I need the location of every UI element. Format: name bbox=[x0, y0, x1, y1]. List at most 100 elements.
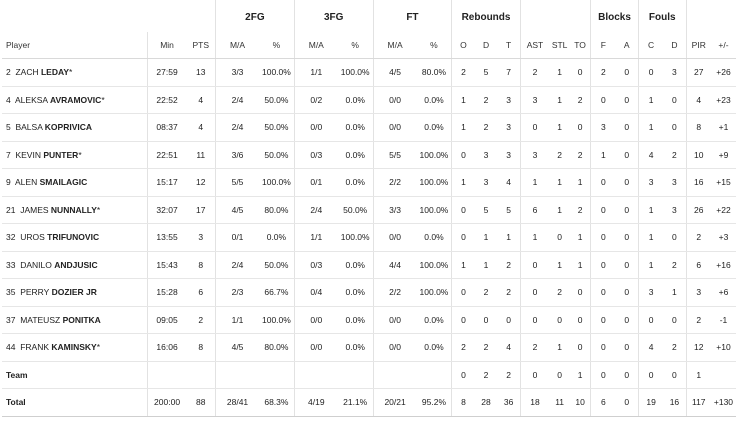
cell-stl: 1 bbox=[549, 58, 570, 87]
cell-pir: 4 bbox=[685, 86, 711, 114]
cell-ft-pct bbox=[416, 361, 452, 389]
cell-pts: 4 bbox=[186, 113, 216, 142]
cell-stl: 0 bbox=[549, 361, 570, 389]
cell-reb-o: 0 bbox=[451, 361, 475, 389]
cell-reb-o: 0 bbox=[451, 223, 475, 252]
player-last-name[interactable]: DOZIER JR bbox=[51, 287, 97, 298]
cell-plus-minus bbox=[710, 361, 736, 389]
col-plus-minus: +/- bbox=[710, 32, 736, 59]
cell-min: 09:05 bbox=[146, 306, 187, 334]
player-number: 44 bbox=[6, 342, 16, 353]
cell-ft-pct: 80.0% bbox=[416, 58, 452, 87]
cell-3fg-pct: 0.0% bbox=[337, 251, 374, 279]
cell-ft-pct: 0.0% bbox=[416, 86, 452, 114]
cell-min: 32:07 bbox=[146, 196, 187, 224]
cell-ft-ma: 0/0 bbox=[372, 113, 417, 142]
cell-reb-t: 3 bbox=[497, 86, 521, 114]
cell-foul-c: 4 bbox=[637, 333, 664, 362]
cell-ast: 0 bbox=[519, 251, 550, 279]
cell-reb-d: 2 bbox=[474, 333, 498, 362]
cell-ft-pct: 100.0% bbox=[416, 141, 452, 169]
starter-marker: * bbox=[96, 342, 101, 353]
cell-2fg-ma: 4/5 bbox=[215, 196, 260, 224]
player-number: 32 bbox=[6, 232, 16, 243]
player-last-name[interactable]: PUNTER bbox=[43, 149, 79, 160]
cell-reb-d: 28 bbox=[474, 388, 498, 417]
player-last-name[interactable]: KOPRIVICA bbox=[44, 122, 93, 133]
player-last-name[interactable]: PONITKA bbox=[62, 314, 101, 325]
player-last-name[interactable]: SMAILAGIC bbox=[39, 177, 88, 188]
cell-min: 200:00 bbox=[146, 388, 187, 417]
cell-plus-minus: +26 bbox=[710, 58, 736, 87]
cell-pir: 3 bbox=[685, 278, 711, 307]
cell-pir: 2 bbox=[685, 306, 711, 334]
cell-min: 22:51 bbox=[146, 141, 187, 169]
cell-pir: 26 bbox=[685, 196, 711, 224]
cell-2fg-pct: 50.0% bbox=[259, 113, 295, 142]
cell-stl: 1 bbox=[549, 251, 570, 279]
cell-2fg-pct: 50.0% bbox=[259, 251, 295, 279]
cell-3fg-ma bbox=[293, 361, 338, 389]
total-label: Total bbox=[2, 388, 148, 417]
cell-reb-d: 2 bbox=[474, 86, 498, 114]
cell-ft-pct: 0.0% bbox=[416, 333, 452, 362]
cell-blk-a: 0 bbox=[615, 388, 639, 417]
player-last-name[interactable]: KAMINSKY bbox=[51, 342, 97, 353]
cell-3fg-pct: 0.0% bbox=[337, 306, 374, 334]
group-blocks: Blocks bbox=[590, 0, 639, 32]
cell-min: 08:37 bbox=[146, 113, 187, 142]
cell-reb-o: 1 bbox=[451, 168, 475, 197]
cell-ast: 2 bbox=[519, 333, 550, 362]
cell-reb-t: 36 bbox=[497, 388, 521, 417]
cell-to: 1 bbox=[569, 168, 591, 197]
cell-foul-d: 0 bbox=[663, 306, 687, 334]
cell-2fg-ma bbox=[215, 361, 260, 389]
player-last-name[interactable]: ANDJUSIC bbox=[54, 259, 98, 270]
cell-blk-f: 0 bbox=[590, 333, 616, 362]
cell-reb-t: 2 bbox=[497, 278, 521, 307]
cell-stl: 0 bbox=[549, 223, 570, 252]
cell-foul-c: 0 bbox=[637, 361, 664, 389]
col-ft-pct: % bbox=[416, 32, 452, 59]
cell-2fg-pct: 66.7% bbox=[259, 278, 295, 307]
cell-reb-d: 3 bbox=[474, 168, 498, 197]
col-min: Min bbox=[146, 32, 187, 59]
cell-2fg-ma: 1/1 bbox=[215, 306, 260, 334]
cell-foul-c: 0 bbox=[637, 306, 664, 334]
player-last-name[interactable]: LEDAY bbox=[40, 67, 70, 78]
cell-plus-minus: -1 bbox=[710, 306, 736, 334]
group-fouls: Fouls bbox=[637, 0, 687, 32]
cell-stl: 2 bbox=[549, 278, 570, 307]
cell-3fg-ma: 0/0 bbox=[293, 333, 338, 362]
player-first-name: JAMES bbox=[20, 204, 49, 215]
cell-2fg-ma: 3/3 bbox=[215, 58, 260, 87]
player-last-name[interactable]: NUNNALLY bbox=[50, 204, 97, 215]
player-first-name: UROS bbox=[20, 232, 45, 243]
cell-foul-d: 2 bbox=[663, 141, 687, 169]
player-row: 4 ALEKSA AVRAMOVIC* 22:52 4 2/4 50.0% 0/2 0.0%… bbox=[2, 86, 736, 114]
cell-ft-pct: 0.0% bbox=[416, 223, 452, 252]
cell-3fg-ma: 0/2 bbox=[293, 86, 338, 114]
cell-blk-a: 0 bbox=[615, 141, 639, 169]
col-ft-ma: M/A bbox=[372, 32, 417, 59]
starter-marker: * bbox=[78, 149, 82, 160]
cell-ft-pct: 100.0% bbox=[416, 196, 452, 224]
cell-pts: 8 bbox=[186, 251, 216, 279]
player-row: 9 ALEN SMAILAGIC 15:17 12 5/5 100.0% 0/1 0.0% 2… bbox=[2, 168, 736, 197]
column-header-row: Player Min PTS M/A % M/A % M/A % O D T A… bbox=[2, 32, 736, 59]
cell-blk-f: 6 bbox=[590, 388, 616, 417]
player-last-name[interactable]: TRIFUNOVIC bbox=[47, 232, 100, 243]
cell-reb-o: 1 bbox=[451, 251, 475, 279]
cell-foul-c: 4 bbox=[637, 141, 664, 169]
cell-2fg-ma: 5/5 bbox=[215, 168, 260, 197]
cell-pir: 117 bbox=[685, 388, 711, 417]
cell-foul-c: 3 bbox=[637, 168, 664, 197]
cell-foul-c: 3 bbox=[637, 278, 664, 307]
player-last-name[interactable]: AVRAMOVIC bbox=[49, 94, 102, 105]
cell-reb-d: 5 bbox=[474, 58, 498, 87]
cell-3fg-ma: 1/1 bbox=[293, 223, 338, 252]
cell-reb-t: 1 bbox=[497, 223, 521, 252]
player-first-name: ALEN bbox=[15, 177, 38, 188]
cell-stl: 1 bbox=[549, 333, 570, 362]
